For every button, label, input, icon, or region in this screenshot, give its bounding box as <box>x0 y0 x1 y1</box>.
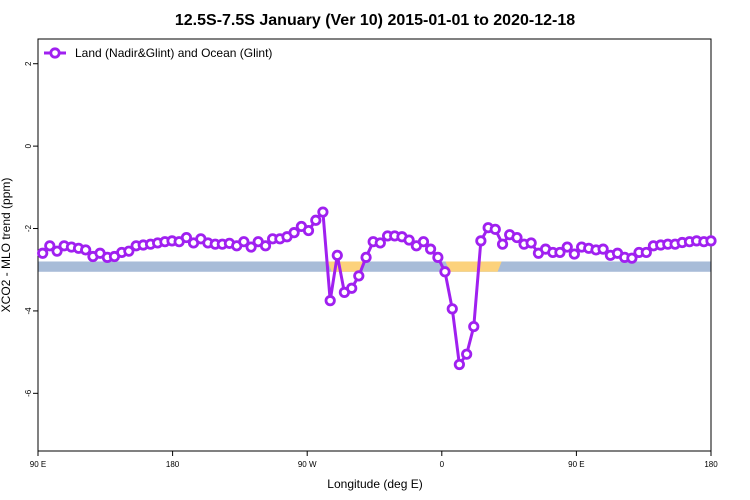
x-tick-label: 0 <box>440 460 445 469</box>
legend-series-label: Land (Nadir&Glint) and Ocean (Glint) <box>75 46 272 60</box>
data-point <box>259 240 272 252</box>
data-point <box>37 247 49 259</box>
x-tick-label: 180 <box>704 460 718 469</box>
x-tick-label: 180 <box>166 460 180 469</box>
legend-marker-sample <box>49 47 61 59</box>
data-point <box>238 236 250 248</box>
data-point <box>310 214 322 226</box>
data-point <box>496 238 509 250</box>
data-point <box>317 206 329 218</box>
data-point <box>180 231 193 244</box>
data-point <box>331 249 343 261</box>
y-tick-label: -2 <box>24 224 33 232</box>
data-point <box>525 237 537 249</box>
data-point <box>360 251 372 263</box>
data-point <box>511 231 523 244</box>
x-axis-label: Longitude (deg E) <box>327 477 422 491</box>
data-point <box>353 270 365 282</box>
data-point <box>403 234 415 246</box>
data-point <box>475 235 487 247</box>
data-point <box>561 241 573 253</box>
data-point <box>432 251 444 263</box>
data-point <box>489 223 501 235</box>
y-tick-label: -4 <box>24 307 33 315</box>
x-tick-label: 90 E <box>30 460 46 469</box>
data-point <box>554 246 566 259</box>
plot-area: 90 E 180 90 W 0 90 E 180 2 0 -2 -4 -6 <box>24 38 718 469</box>
data-point <box>468 320 480 333</box>
data-point <box>626 252 638 264</box>
data-point <box>417 236 430 248</box>
data-point <box>374 237 386 249</box>
legend: Land (Nadir&Glint) and Ocean (Glint) <box>44 46 272 60</box>
data-point <box>324 295 336 307</box>
data-point <box>453 358 465 371</box>
data-point <box>568 248 580 260</box>
x-tick-label: 90 E <box>568 460 584 469</box>
y-tick-label: 2 <box>24 61 33 66</box>
x-tick-label: 90 W <box>298 460 317 469</box>
y-tick-label: -6 <box>24 389 33 397</box>
data-point <box>640 246 652 259</box>
series-line <box>41 210 712 366</box>
data-point <box>302 224 315 237</box>
data-point <box>245 241 257 253</box>
data-point <box>424 243 437 255</box>
data-point <box>51 245 63 257</box>
data-point <box>439 266 451 278</box>
data-point <box>705 235 717 247</box>
ocean-bar <box>38 261 711 272</box>
data-point <box>346 282 358 294</box>
data-point <box>80 244 92 256</box>
data-point <box>44 240 56 252</box>
data-point <box>288 227 300 239</box>
data-point <box>123 245 135 257</box>
data-point <box>461 348 473 360</box>
data-point <box>597 243 609 255</box>
data-point <box>446 303 458 315</box>
y-tick-label: 0 <box>24 143 33 148</box>
y-axis-label: XCO2 - MLO trend (ppm) <box>0 178 13 313</box>
land-bar-segment <box>445 261 502 272</box>
chart-title: 12.5S-7.5S January (Ver 10) 2015-01-01 t… <box>175 12 575 29</box>
